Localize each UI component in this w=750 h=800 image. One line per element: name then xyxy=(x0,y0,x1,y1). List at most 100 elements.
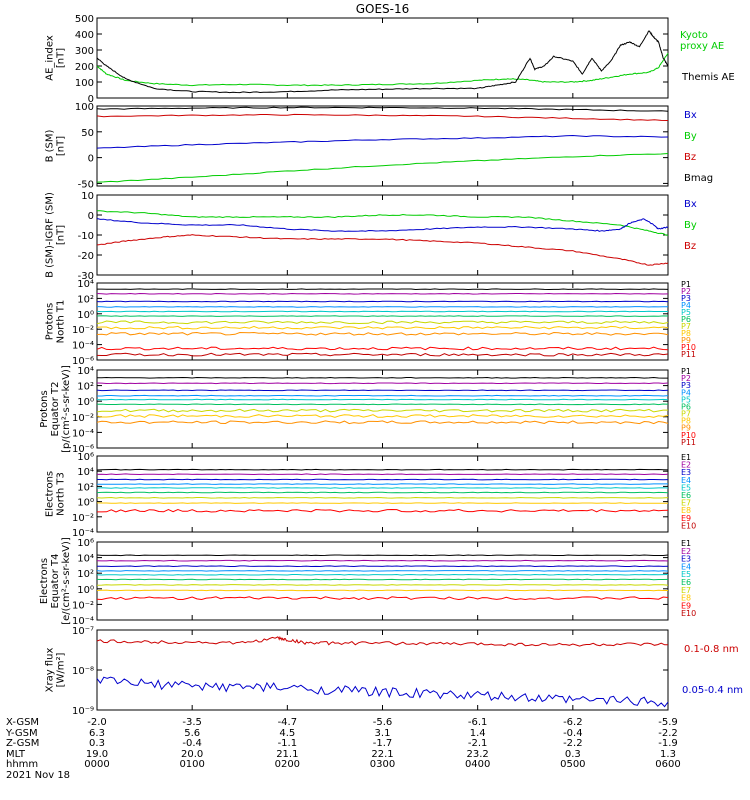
y-axis-label: B (SM) xyxy=(45,129,56,162)
x-row-value: 0.3 xyxy=(565,749,581,760)
panel-frame xyxy=(96,105,669,187)
legend-p9: P9 xyxy=(681,424,691,433)
x-row-value: -3.5 xyxy=(182,717,202,728)
flux-line-E5 xyxy=(96,573,669,576)
flux-line-E9 xyxy=(97,508,669,513)
y-axis-label: North T3 xyxy=(56,472,67,516)
y-tick-label: -10 xyxy=(78,231,94,242)
flux-line-P10 xyxy=(96,346,669,351)
series-line xyxy=(96,218,669,232)
flux-line-P7 xyxy=(96,320,669,325)
flux-line-P6 xyxy=(96,403,669,406)
y-axis-label: Equator T4 xyxy=(50,554,61,609)
series-line xyxy=(96,676,669,708)
y-tick-label: 200 xyxy=(75,62,94,73)
x-table-row-y-gsm: Y-GSM 6.3 5.6 4.5 3.1 1.4 -0.4 -2.2 xyxy=(5,728,678,739)
flux-line-E1 xyxy=(96,554,669,557)
y-tick-label: 10⁰ xyxy=(77,397,94,408)
flux-line-E5 xyxy=(96,487,669,489)
legend-bx: Bx xyxy=(684,199,697,210)
legend-e1: E1 xyxy=(681,539,691,548)
y-axis-label: Xray flux xyxy=(45,648,56,693)
legend-xray-long: 0.1-0.8 nm xyxy=(684,644,739,655)
x-row-value: -2.1 xyxy=(468,738,488,749)
legend-p1: P1 xyxy=(681,367,691,376)
y-tick-label: 10⁻² xyxy=(72,513,94,524)
legend-e5: E5 xyxy=(681,483,691,492)
y-tick-label: 10⁻⁹ xyxy=(72,706,94,717)
y-tick-label: 10⁻⁶ xyxy=(72,356,94,367)
y-tick-label: 400 xyxy=(75,30,94,41)
flux-line-P5 xyxy=(96,310,668,313)
legend-p8: P8 xyxy=(681,329,691,338)
flux-line-E2 xyxy=(96,559,669,562)
legend-e9: E9 xyxy=(681,601,691,610)
flux-line-P6 xyxy=(96,315,669,317)
legend-p9: P9 xyxy=(681,336,691,345)
x-row-value: 21.1 xyxy=(276,749,298,760)
legend-e10: E10 xyxy=(681,521,696,530)
legend-by: By xyxy=(684,220,697,231)
y-tick-label: 10⁻² xyxy=(72,413,94,424)
series-line xyxy=(96,153,669,183)
flux-line-P3 xyxy=(96,300,669,303)
y-axis-label: B (SM)-IGRF (SM) xyxy=(45,192,56,278)
x-row-value: 0200 xyxy=(275,759,300,770)
legend-e8: E8 xyxy=(681,594,691,603)
legend-bz: Bz xyxy=(684,152,696,163)
flux-line-P9 xyxy=(96,331,669,336)
x-row-value: -0.4 xyxy=(182,738,202,749)
legend-p7: P7 xyxy=(681,322,691,331)
y-axis-label: Protons xyxy=(39,390,50,427)
legend-e7: E7 xyxy=(681,586,691,595)
legend-e3: E3 xyxy=(681,555,691,564)
panel-3: -30 -20 -10 0 10 B (SM)-IGRF (SM) [nT] Bx By Bz xyxy=(45,191,697,282)
legend-e2: E2 xyxy=(681,547,691,556)
flux-line-P4 xyxy=(96,306,668,308)
series-line xyxy=(96,234,669,266)
panel-8: 10⁻⁹ 10⁻⁸ 10⁻⁷ Xray flux [W/m²] 0.1-0.8 nm 0.0… xyxy=(45,626,744,717)
flux-line-P9 xyxy=(96,420,669,425)
chart-title: GOES-16 xyxy=(356,2,410,16)
legend-p1: P1 xyxy=(681,280,691,289)
y-tick-label: 10 xyxy=(81,191,94,202)
flux-line-E8 xyxy=(96,502,668,504)
x-row-value: -5.9 xyxy=(658,717,678,728)
x-row-value: 0.3 xyxy=(89,738,105,749)
legend-e3: E3 xyxy=(681,468,691,477)
y-tick-label: 0 xyxy=(88,154,94,165)
date-label: 2021 Nov 18 xyxy=(6,770,70,781)
x-row-value: 0000 xyxy=(84,759,109,770)
legend-p10: P10 xyxy=(681,343,696,352)
y-tick-label: -30 xyxy=(78,271,94,282)
x-table-row-x-gsm: X-GSM -2.0 -3.5 -4.7 -5.6 -6.1 -6.2 -5.9 xyxy=(6,717,678,728)
y-axis-label: [nT] xyxy=(56,48,67,68)
y-tick-label: 10² xyxy=(77,294,94,305)
x-row-value: -2.2 xyxy=(563,738,583,749)
y-tick-label: 10⁰ xyxy=(77,585,94,596)
y-tick-label: 10⁴ xyxy=(77,467,94,478)
panel-4: 10⁻⁶ 10⁻⁴ 10⁻² 10⁰ 10² 10⁴ Protons North T1 P1P2… xyxy=(45,279,697,367)
x-row-value: 1.3 xyxy=(660,749,676,760)
legend-p2: P2 xyxy=(681,374,691,383)
y-tick-label: 0 xyxy=(88,211,94,222)
legend-p11: P11 xyxy=(681,438,696,447)
y-tick-label: 500 xyxy=(75,14,94,25)
legend-e4: E4 xyxy=(681,562,691,571)
flux-line-E4 xyxy=(97,483,668,485)
panel-frame xyxy=(96,17,669,99)
y-axis-label: [nT] xyxy=(56,136,67,156)
series-line xyxy=(96,113,669,121)
y-tick-label: 10⁻⁴ xyxy=(72,341,94,352)
y-tick-label: 50 xyxy=(81,128,94,139)
y-tick-label: 10⁻⁷ xyxy=(72,626,94,637)
y-axis-label: AE_index xyxy=(45,35,56,81)
x-row-value: 6.3 xyxy=(89,728,105,739)
y-tick-label: 10⁻⁸ xyxy=(72,666,94,677)
x-row-value: 0300 xyxy=(370,759,395,770)
flux-line-E6 xyxy=(96,578,669,581)
legend-p2: P2 xyxy=(681,287,691,296)
legend-bmag: Bmag xyxy=(684,173,713,184)
